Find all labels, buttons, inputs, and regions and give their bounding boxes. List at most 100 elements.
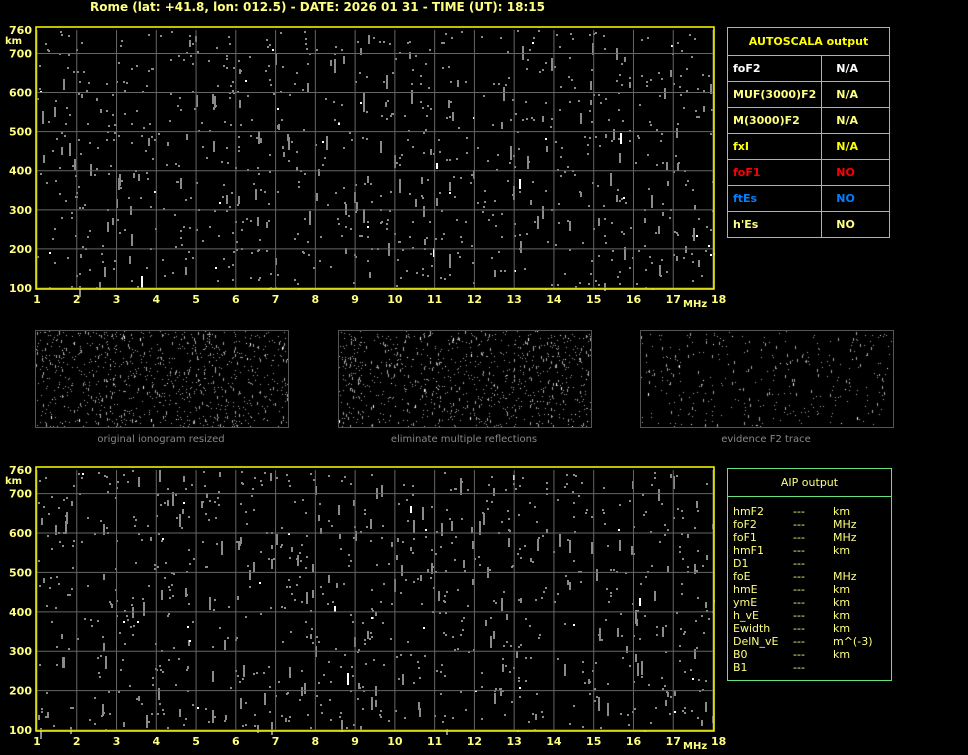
echo-dot xyxy=(131,604,133,606)
echo-dot xyxy=(637,610,639,612)
echo-dot xyxy=(594,700,596,702)
echo-dot xyxy=(464,570,466,572)
aip-unit: km xyxy=(833,622,851,635)
echo-dot xyxy=(409,41,411,43)
echo-dot xyxy=(711,109,713,111)
echo-dot xyxy=(635,654,637,662)
echo-dot xyxy=(692,189,694,191)
echo-dot xyxy=(250,277,252,279)
echo-dot xyxy=(689,34,691,36)
echo-dot xyxy=(78,473,80,475)
echo-dot xyxy=(595,136,597,138)
echo-dot xyxy=(46,182,48,184)
echo-dot xyxy=(192,91,194,93)
echo-dot xyxy=(441,523,443,536)
echo-dot xyxy=(681,593,683,595)
echo-dot xyxy=(335,648,337,650)
echo-dot xyxy=(185,588,187,597)
echo-dot xyxy=(420,575,422,581)
thumbnail-eliminate-multiple xyxy=(338,330,592,428)
echo-dot xyxy=(74,159,76,170)
echo-dot xyxy=(706,226,708,228)
echo-dot xyxy=(343,147,345,149)
echo-dot xyxy=(610,592,612,594)
autoscala-value: NO xyxy=(821,159,890,186)
echo-dot xyxy=(522,477,524,479)
echo-dot xyxy=(554,66,556,68)
echo-dot xyxy=(58,507,60,509)
echo-dot xyxy=(324,157,326,159)
echo-dot xyxy=(504,270,506,272)
aip-label: ymE xyxy=(733,596,758,609)
echo-dot xyxy=(611,140,613,142)
echo-dot xyxy=(48,513,50,515)
echo-dot xyxy=(449,182,451,191)
echo-dot xyxy=(101,715,103,717)
echo-dot xyxy=(341,49,343,51)
echo-dot xyxy=(127,619,129,621)
echo-dot xyxy=(109,713,111,715)
echo-dot xyxy=(196,229,198,231)
echo-dot xyxy=(39,664,41,666)
echo-dot xyxy=(541,597,543,599)
echo-dot xyxy=(446,509,448,511)
echo-dot xyxy=(257,217,259,226)
echo-dot xyxy=(677,508,679,510)
echo-dot xyxy=(202,541,204,543)
echo-dot xyxy=(245,80,247,82)
echo-dot xyxy=(439,151,441,153)
x-tick-label: 13 xyxy=(507,735,522,748)
echo-dot xyxy=(280,546,282,548)
echo-dot xyxy=(697,88,699,90)
echo-dot xyxy=(605,242,607,244)
echo-dot xyxy=(380,710,382,712)
echo-dot xyxy=(363,209,365,223)
aip-unit: MHz xyxy=(833,531,857,544)
echo-dot xyxy=(396,555,398,560)
echo-dot xyxy=(640,583,642,585)
echo-dot xyxy=(352,621,354,623)
echo-dot xyxy=(431,265,433,267)
echo-dot xyxy=(472,579,474,585)
echo-dot xyxy=(620,713,622,715)
echo-dot xyxy=(102,636,104,638)
aip-unit: km xyxy=(833,583,851,596)
echo-dot xyxy=(449,254,451,268)
autoscala-value: NO xyxy=(821,185,890,212)
echo-dot xyxy=(491,476,493,478)
echo-dot xyxy=(661,259,663,261)
echo-dot xyxy=(457,589,459,591)
autoscala-value: N/A xyxy=(821,133,890,160)
echo-dot xyxy=(512,565,514,567)
echo-dot xyxy=(696,116,698,118)
echo-dot xyxy=(575,286,577,288)
echo-dot xyxy=(683,633,685,635)
echo-dot xyxy=(131,234,133,246)
echo-dot xyxy=(131,123,133,125)
x-tick-label: 1 xyxy=(33,293,41,306)
echo-dot xyxy=(109,483,111,485)
echo-dot xyxy=(188,516,190,518)
echo-dot xyxy=(46,692,48,694)
echo-dot xyxy=(502,658,504,660)
echo-dot xyxy=(430,108,432,110)
echo-dot xyxy=(138,480,140,487)
echo-dot xyxy=(143,602,145,616)
echo-dot xyxy=(43,506,45,508)
echo-dot xyxy=(362,137,364,139)
echo-dot xyxy=(641,75,643,77)
echo-dot xyxy=(187,626,189,628)
echo-dot xyxy=(466,137,468,139)
echo-dot xyxy=(629,267,631,269)
echo-dot xyxy=(569,540,571,553)
echo-dot xyxy=(530,200,532,205)
x-tick-label: 11 xyxy=(427,293,442,306)
echo-dot xyxy=(175,684,177,686)
echo-dot xyxy=(140,197,142,199)
echo-dot xyxy=(212,646,214,648)
echo-dot xyxy=(198,130,200,132)
echo-dot xyxy=(82,473,84,475)
echo-dot xyxy=(477,147,479,149)
echo-dot xyxy=(130,206,132,215)
echo-dot xyxy=(530,558,532,562)
